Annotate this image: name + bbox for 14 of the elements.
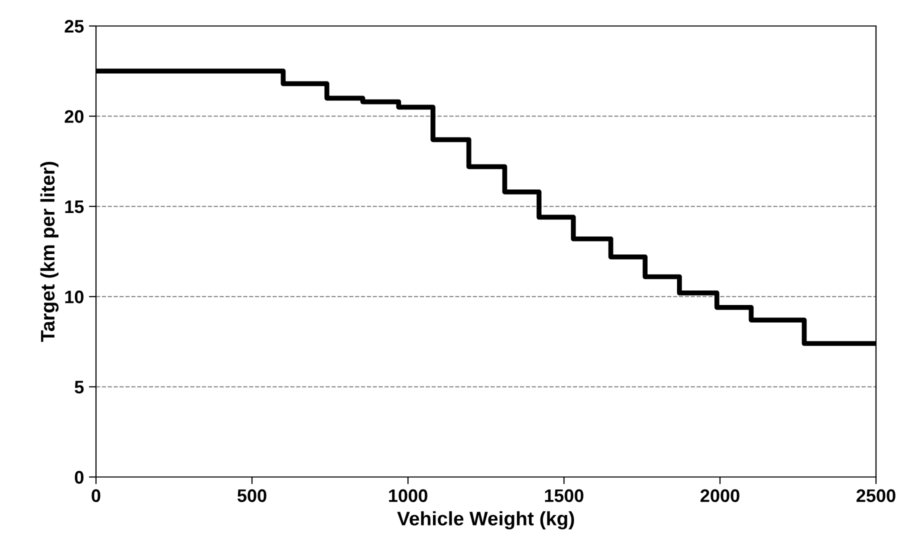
x-tick-label: 0 <box>92 489 100 502</box>
x-axis-title: Vehicle Weight (kg) <box>397 511 574 530</box>
x-tick-label: 2500 <box>856 489 896 502</box>
y-axis-title: Target (km per liter) <box>40 162 59 342</box>
x-tick-label: 1500 <box>545 489 584 502</box>
x-tick-label: 2000 <box>700 489 740 502</box>
y-tick-label: 15 <box>65 200 84 214</box>
y-tick-label: 5 <box>74 380 84 394</box>
y-tick-label: 0 <box>74 470 84 484</box>
y-tick-label: 20 <box>64 110 84 123</box>
y-tick-label: 25 <box>64 20 84 33</box>
y-tick-label: 10 <box>65 290 84 304</box>
x-tick-label: 1000 <box>389 489 428 502</box>
x-tick-label: 500 <box>237 489 266 502</box>
